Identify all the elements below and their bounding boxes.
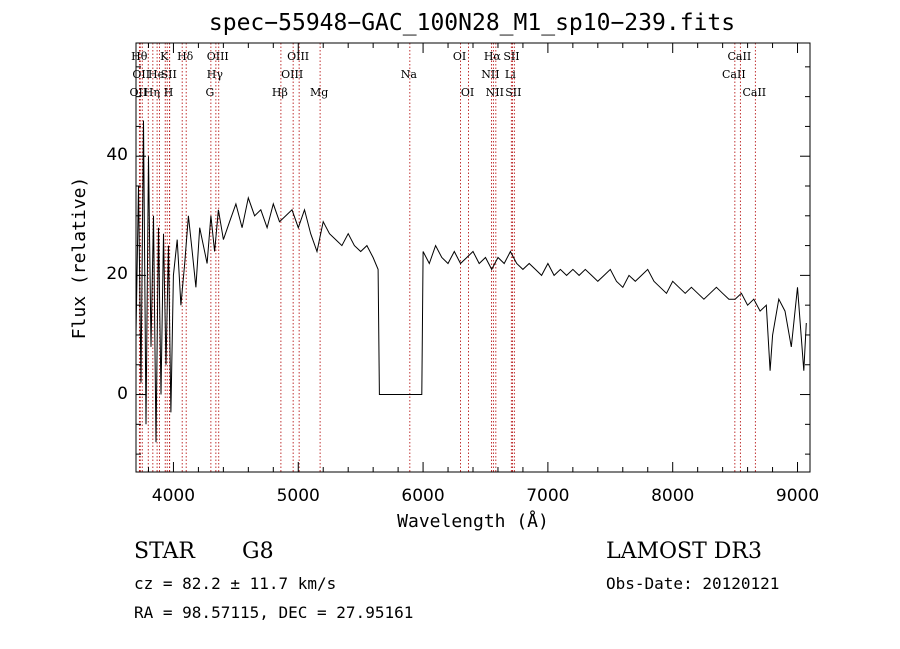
line-marker-label: SII xyxy=(505,86,521,99)
x-axis-label: Wavelength (Å) xyxy=(397,511,549,532)
line-marker-label: Hα xyxy=(484,50,502,63)
line-marker-label: Hγ xyxy=(207,68,224,81)
emission-line-markers xyxy=(138,43,756,472)
line-marker-label: OII xyxy=(132,68,150,81)
line-marker-label: NII xyxy=(481,68,499,81)
line-marker-label: Li xyxy=(505,68,516,81)
line-marker-label: OIII xyxy=(207,50,229,63)
chart-title: spec−55948−GAC_100N28_M1_sp10−239.fits xyxy=(208,10,736,36)
line-marker-label: Na xyxy=(401,68,418,81)
x-tick-label: 7000 xyxy=(526,486,570,506)
line-marker-label: CaII xyxy=(728,50,752,63)
plot-frame xyxy=(135,42,811,473)
spectrum-line xyxy=(135,120,807,443)
axis-ticks xyxy=(136,43,810,472)
object-subclass: G8 xyxy=(242,539,274,564)
line-marker-label: OI xyxy=(453,50,466,63)
line-marker-label: SII xyxy=(161,68,177,81)
y-tick-label: 0 xyxy=(117,383,128,404)
x-tick-label: 6000 xyxy=(401,486,445,506)
object-class: STAR xyxy=(134,539,195,564)
redshift-cz: cz = 82.2 ± 11.7 km/s xyxy=(134,574,337,593)
ra-dec-coordinates: RA = 98.57115, DEC = 27.95161 xyxy=(134,603,414,622)
x-tick-label: 5000 xyxy=(276,486,320,506)
line-marker-label: H xyxy=(164,86,174,99)
line-marker-label: OII xyxy=(130,86,148,99)
y-tick-label: 20 xyxy=(106,264,128,285)
x-tick-label: 8000 xyxy=(651,486,695,506)
line-marker-label: Mg xyxy=(310,86,328,99)
line-marker-label: K xyxy=(160,50,169,63)
line-marker-label: Hβ xyxy=(272,86,288,99)
line-marker-label: OI xyxy=(461,86,474,99)
line-marker-label: Hθ xyxy=(131,50,148,63)
emission-line-labels: OIIHθOIIHηHeKHSIIHδGHγOIIIHβOIIIOIIIMgNa… xyxy=(130,50,767,99)
line-marker-label: CaII xyxy=(742,86,766,99)
y-axis-label: Flux (relative) xyxy=(69,176,90,340)
line-marker-label: SII xyxy=(503,50,519,63)
x-tick-label: 4000 xyxy=(151,486,196,506)
line-marker-label: G xyxy=(205,86,214,99)
x-tick-label: 9000 xyxy=(775,486,820,506)
survey-name: LAMOST DR3 xyxy=(606,539,762,564)
observation-date: Obs-Date: 20120121 xyxy=(606,574,780,593)
line-marker-label: OIII xyxy=(287,50,309,63)
line-marker-label: Hη xyxy=(144,86,160,99)
line-marker-label: NII xyxy=(486,86,504,99)
y-tick-label: 40 xyxy=(106,145,128,166)
line-marker-label: OIII xyxy=(281,68,303,81)
line-marker-label: Hδ xyxy=(177,50,194,63)
line-marker-label: He xyxy=(148,68,164,81)
line-marker-label: CaII xyxy=(722,68,746,81)
